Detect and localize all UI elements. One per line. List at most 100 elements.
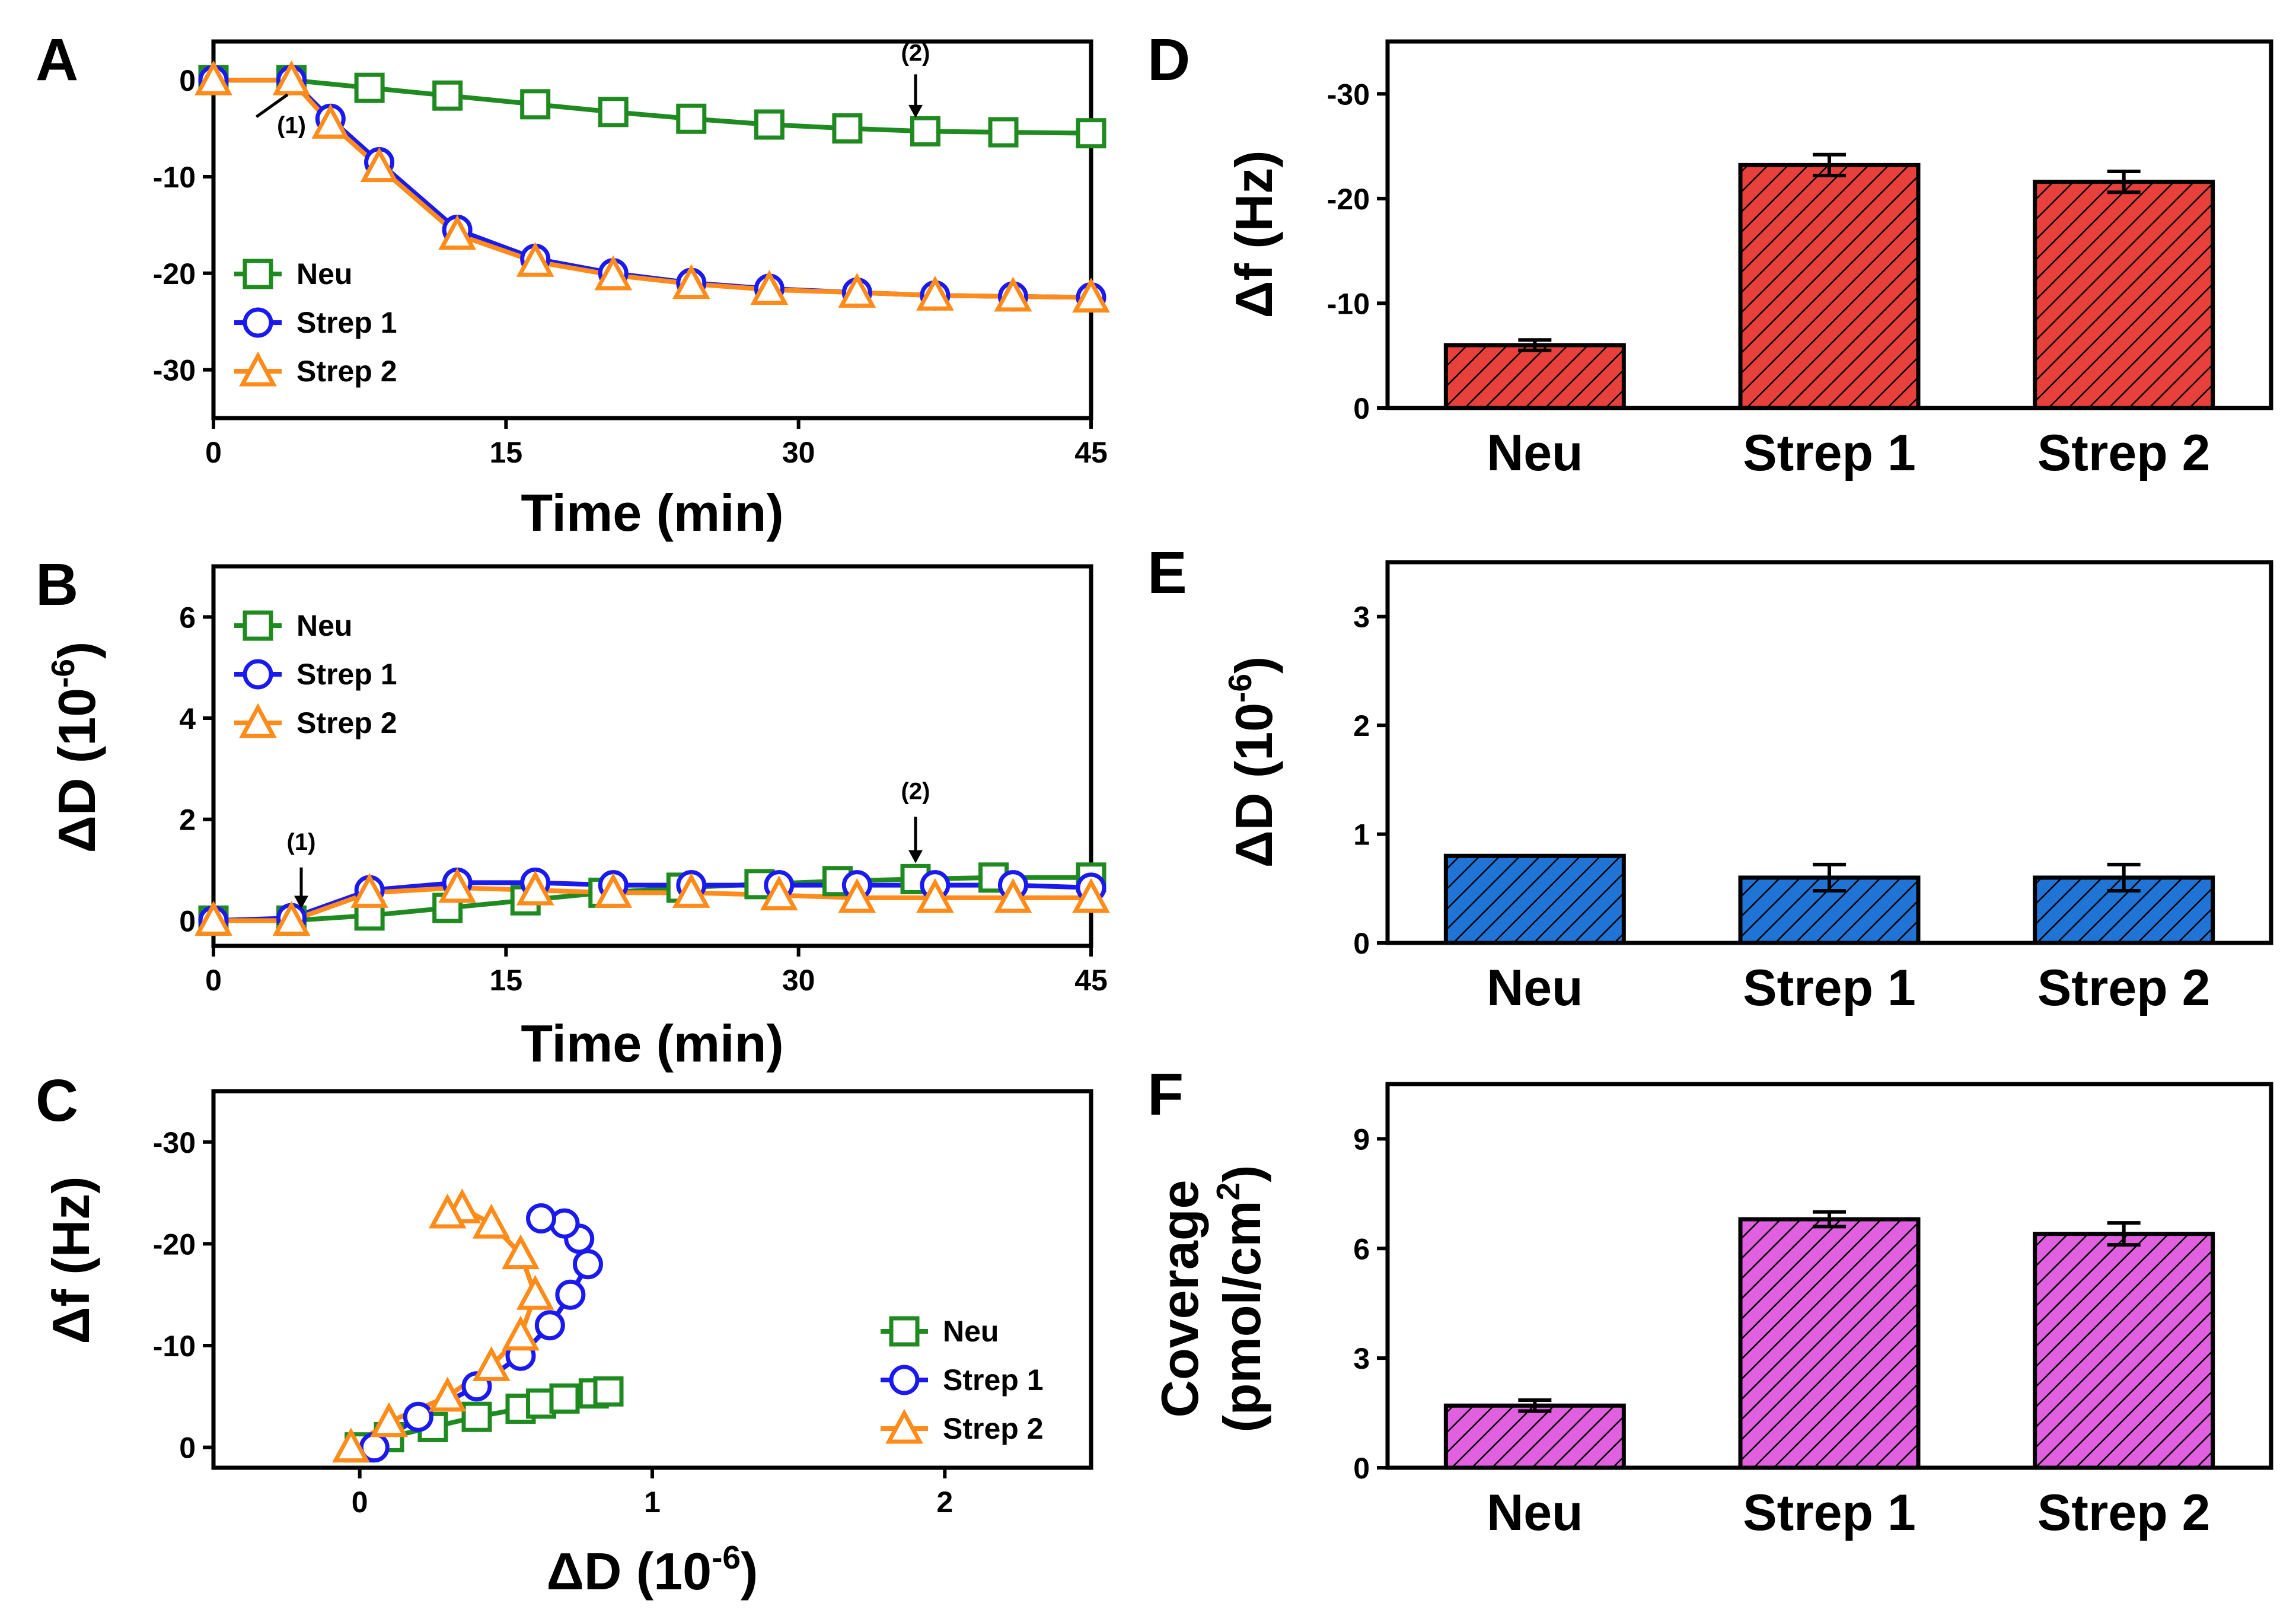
- panel-c-data-point: [403, 1401, 433, 1432]
- panel-c-legend-label: Strep 1: [943, 1363, 1044, 1397]
- panel-label-c: C: [36, 1067, 78, 1134]
- panel-b-line-chart: 0 15 30 45 0 2 4 6 Neu Strep 1 Strep 2 (1) (2): [179, 564, 1110, 997]
- panel-b-data-point: [594, 873, 633, 908]
- panel-a-frame: [211, 39, 1093, 420]
- panel-a-legend-label: Strep 2: [296, 355, 397, 388]
- panel-e-y-tick-label: 1: [1353, 818, 1370, 852]
- panel-c-frame: [211, 1089, 1093, 1470]
- panel-c-data-point: [593, 1376, 624, 1407]
- panel-a-y-tick-label: -20: [153, 257, 196, 291]
- panel-c-data-point: [472, 1203, 511, 1239]
- panel-d-bar: [2033, 180, 2215, 410]
- panel-a-data-point: [838, 272, 876, 308]
- panel-a-data-point: [598, 97, 629, 128]
- panel-d-y-tick-label: -20: [1327, 183, 1370, 216]
- panel-f-y-tick-label: 6: [1353, 1232, 1370, 1266]
- panel-e-y-axis-label: ΔD (10-6): [1222, 656, 1283, 868]
- dd-suffix: ): [47, 642, 106, 659]
- panel-a-data-point: [1072, 278, 1110, 313]
- panel-c-y-axis-label: Δf (Hz): [42, 1176, 100, 1344]
- panel-a-annotation: (2): [901, 40, 930, 66]
- panel-b-x-tick-label: 15: [490, 964, 523, 997]
- panel-f-category-label: Neu: [1487, 1484, 1583, 1541]
- panel-b-arrow-head: [294, 895, 308, 909]
- panel-d-category-label: Strep 1: [1743, 425, 1916, 482]
- panel-b-y-axis-label: ΔD (10-6): [44, 642, 106, 853]
- panel-c-y-tick-label: 0: [179, 1432, 196, 1465]
- panel-f-y-axis-label-line2: (pmol/cm2): [1210, 1165, 1271, 1432]
- panel-b-data-point: [272, 900, 311, 936]
- panel-a-data-point: [594, 255, 633, 291]
- panel-b-data-point: [672, 873, 710, 908]
- panel-b-y-tick-label: 2: [179, 804, 196, 837]
- dd-suffix: ): [741, 1542, 758, 1601]
- panel-a-x-tick-label: 15: [490, 436, 523, 469]
- panel-c-legend-marker: [889, 1365, 920, 1395]
- panel-a-data-point: [988, 117, 1019, 148]
- panel-d-y-tick-label: 0: [1353, 392, 1370, 425]
- panel-e-bar-chart: 0 1 2 3 Neu Strep 1 Strep 2: [1353, 560, 2273, 1016]
- dd-exponent: -6: [44, 659, 81, 688]
- panel-c-legend-label: Neu: [943, 1315, 999, 1348]
- panel-c-y-tick-label: -20: [153, 1228, 196, 1261]
- panel-a-y-tick-label: 0: [179, 64, 196, 97]
- panel-f-y-tick-label: 9: [1353, 1123, 1370, 1156]
- panel-a-data-point: [354, 72, 385, 103]
- panel-b-legend-marker: [243, 659, 273, 690]
- panel-b-legend-label: Neu: [296, 609, 352, 642]
- panel-b-annotation: (2): [901, 779, 930, 805]
- dd-prefix: ΔD (10: [47, 688, 106, 853]
- panel-a-series-line: [213, 78, 1092, 136]
- panel-e-bar: [1443, 853, 1626, 945]
- panel-e-y-tick-label: 2: [1353, 709, 1370, 742]
- panel-b-data-point: [994, 878, 1032, 913]
- panel-a-legend-label: Strep 1: [296, 306, 397, 339]
- panel-b-y-tick-label: 4: [179, 702, 196, 735]
- panel-b-x-tick-label: 45: [1074, 964, 1108, 997]
- panel-a-data-point: [194, 60, 232, 95]
- dd-suffix: ): [1224, 656, 1283, 674]
- panel-b-data-point: [760, 875, 798, 911]
- panel-a-data-point: [438, 215, 476, 250]
- panel-label-f: F: [1147, 1062, 1184, 1128]
- panel-c-x-tick-label: 0: [352, 1486, 368, 1519]
- panel-c-data-point: [502, 1234, 540, 1270]
- panel-c-data-point: [549, 1383, 580, 1414]
- panel-f-y-tick-label: 0: [1353, 1452, 1370, 1485]
- panel-b-x-axis-label: Time (min): [521, 1014, 783, 1073]
- panel-label-e: E: [1147, 540, 1187, 606]
- dd-prefix: ΔD (10: [1224, 703, 1283, 868]
- panel-d-y-axis-label: Δf (Hz): [1224, 150, 1283, 318]
- panel-c-y-tick-label: -30: [153, 1126, 196, 1159]
- panel-a-data-point: [754, 109, 785, 140]
- panel-d-category-label: Neu: [1487, 425, 1583, 482]
- panel-a-x-axis-label: Time (min): [521, 483, 783, 542]
- panel-c-legend-marker: [885, 1408, 923, 1444]
- panel-c-y-tick-label: -10: [153, 1330, 196, 1363]
- panel-e-y-tick-label: 0: [1353, 927, 1370, 960]
- panel-c-legend-label: Strep 2: [943, 1412, 1044, 1445]
- panel-d-category-label: Strep 2: [2037, 425, 2211, 482]
- panel-a-legend-marker: [243, 259, 273, 289]
- panel-a-data-point: [832, 113, 863, 144]
- panel-label-b: B: [36, 552, 78, 618]
- panel-c-data-point: [534, 1310, 565, 1341]
- panel-b-x-tick-label: 0: [205, 964, 222, 997]
- panel-e-y-tick-label: 3: [1353, 601, 1370, 634]
- panel-a-data-point: [750, 270, 789, 305]
- panel-c-x-axis-label: ΔD (10-6): [547, 1539, 758, 1601]
- dd-prefix: ΔD (10: [547, 1542, 712, 1601]
- panel-c-data-point: [461, 1401, 492, 1432]
- panel-d-y-tick-label: -30: [1327, 78, 1370, 111]
- panel-b-data-point: [916, 878, 954, 913]
- panel-label-a: A: [36, 27, 78, 93]
- coverage-unit-exponent: 2: [1210, 1182, 1246, 1201]
- panel-f-bar: [2033, 1232, 2215, 1470]
- panel-d-bar-chart: 0 -10 -20 -30 Neu Strep 1 Strep 2: [1327, 39, 2273, 482]
- panel-d-bar: [1443, 343, 1626, 410]
- panel-c-data-point: [428, 1193, 467, 1229]
- panel-b-annotation: (1): [287, 829, 316, 855]
- panel-d-bar: [1738, 162, 1921, 410]
- panel-a-data-point: [311, 104, 350, 139]
- panel-c-data-point: [526, 1203, 557, 1234]
